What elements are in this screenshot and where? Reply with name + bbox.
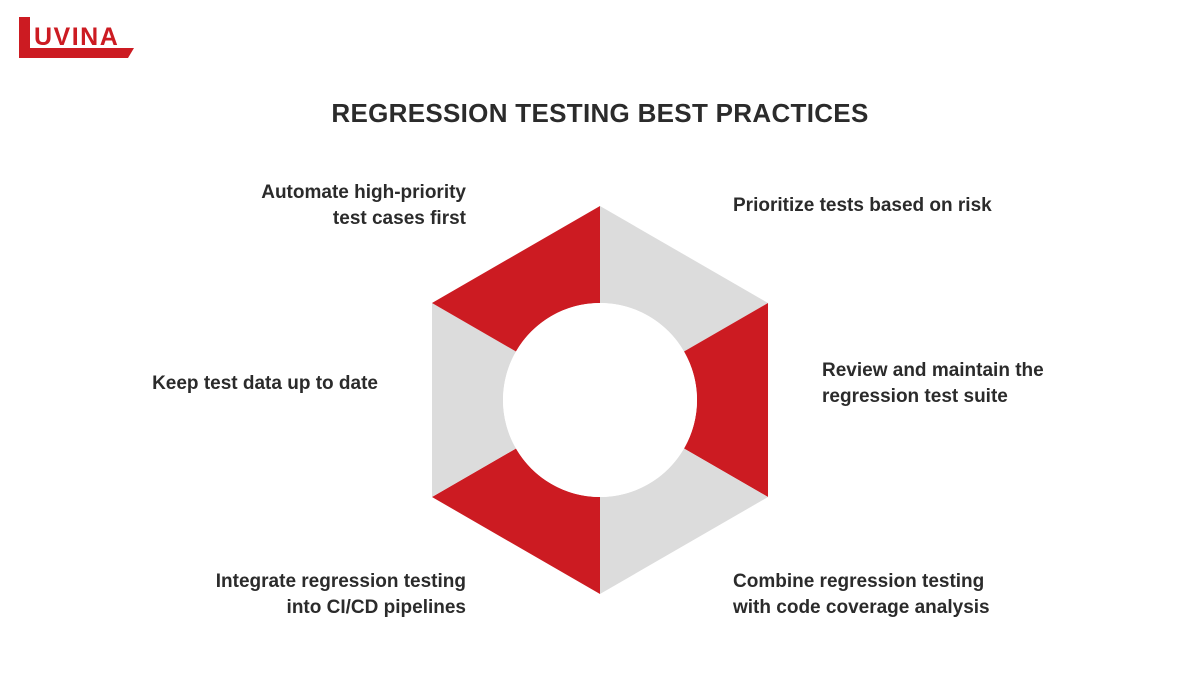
practice-label-line: with code coverage analysis	[733, 597, 990, 618]
ring-segment-ci-cd	[431, 448, 600, 594]
practice-label-line: Review and maintain the	[822, 360, 1044, 381]
luvina-logo: UVINA	[19, 17, 134, 58]
logo-l-shape	[19, 17, 134, 58]
ring-segment-review	[684, 303, 769, 497]
ring-segments	[431, 206, 769, 594]
page-title: REGRESSION TESTING BEST PRACTICES	[331, 98, 869, 128]
ring-segment-prioritize	[600, 206, 769, 352]
practice-label-prioritize: Prioritize tests based on risk	[733, 193, 992, 219]
ring-center	[503, 303, 697, 497]
practice-label-automate: Automate high-priority test cases first	[261, 180, 466, 232]
practice-label-line: regression test suite	[822, 386, 1008, 407]
practice-label-line: Automate high-priority	[261, 182, 466, 203]
practice-label-line: test cases first	[332, 208, 466, 229]
practice-label-test-data: Keep test data up to date	[152, 371, 378, 397]
practice-label-ci-cd: Integrate regression testing into CI/CD p…	[216, 569, 466, 621]
practice-label-review: Review and maintain the regression test s…	[822, 358, 1044, 410]
logo-text: UVINA	[34, 23, 119, 51]
practice-label-line: Integrate regression testing	[215, 571, 466, 592]
practice-label-line: Prioritize tests based on risk	[733, 195, 992, 216]
ring-segment-automate	[431, 206, 600, 352]
practice-label-line: Combine regression testing	[733, 571, 985, 592]
practice-label-coverage: Combine regression testing with code cove…	[733, 569, 990, 621]
ring-segment-test-data	[431, 303, 516, 497]
practice-label-line: Keep test data up to date	[152, 373, 378, 394]
ring-segment-coverage	[600, 448, 769, 594]
practice-label-line: into CI/CD pipelines	[286, 597, 466, 618]
